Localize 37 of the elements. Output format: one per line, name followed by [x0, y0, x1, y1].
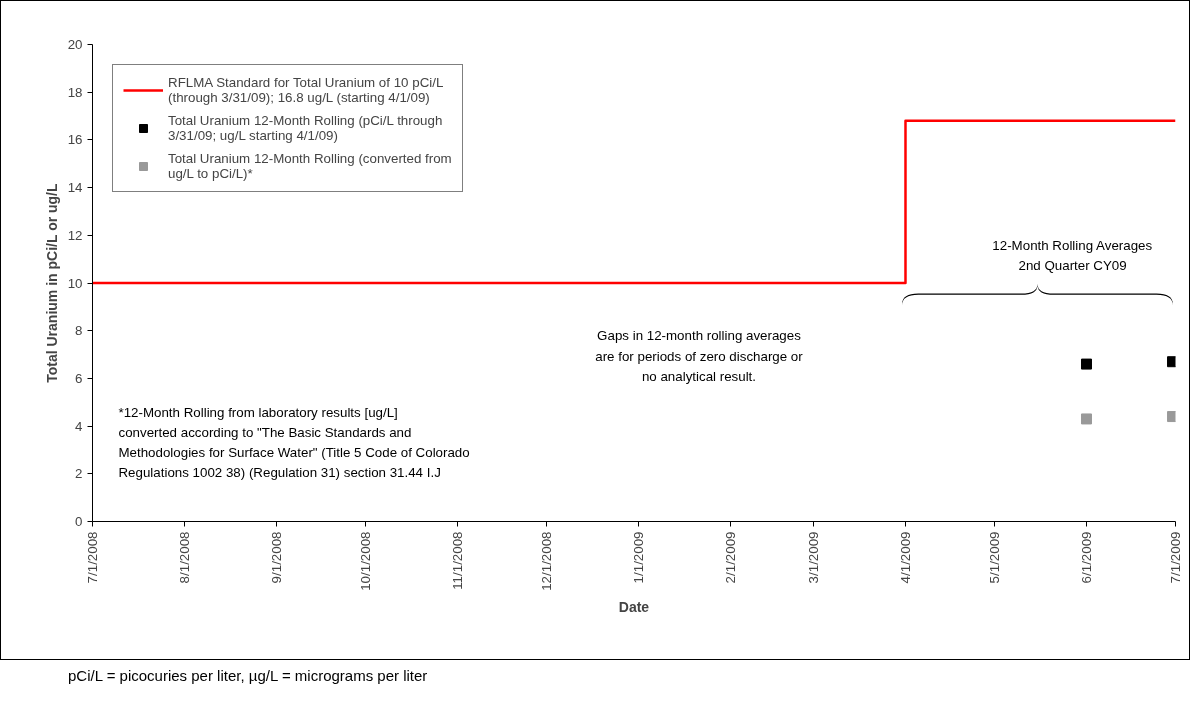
x-tick-label: 12/1/2008: [538, 531, 554, 591]
y-tick-label: 2: [75, 466, 83, 482]
point: [1080, 413, 1092, 425]
x-tick-label: 4/1/2009: [897, 531, 913, 584]
y-tick-label: 6: [75, 370, 83, 386]
y-tick-label: 4: [75, 418, 84, 434]
x-tick-label: 6/1/2009: [1078, 531, 1094, 584]
legend-label: Total Uranium 12-Month Rolling (converted from ug/L to pCi/L)*: [168, 151, 452, 181]
x-tick-label: 8/1/2008: [176, 531, 192, 584]
x-tick-label: 9/1/2008: [268, 531, 284, 584]
x-tick-label: 11/1/2008: [449, 531, 465, 590]
y-tick-label: 10: [67, 275, 83, 291]
x-axis-title: Date: [618, 598, 650, 615]
x-tick-label: 1/1/2009: [630, 531, 646, 584]
legend-label: Total Uranium 12-Month Rolling (pCi/L through 3/31/09; ug/L starting 4/1/09): [168, 113, 443, 143]
y-tick-label: 12: [67, 227, 83, 243]
annotation: *12-Month Rolling from laboratory results [ug/L] converted according to "The Basic Standards and Methodologies for Surface Water" (Title 5 Code of Colorado Regulations 1002 38) (Regulation 31) section 31.44 I.J: [118, 404, 470, 481]
x-tick-label: 7/1/2009: [1168, 531, 1183, 584]
annotation: Gaps in 12-month rolling averages are for periods of zero discharge or no analytical result.: [595, 328, 804, 384]
y-tick-label: 20: [67, 37, 83, 52]
x-tick-label: 10/1/2008: [357, 531, 373, 591]
text: pCi/L = picocuries per liter, µg/L = micrograms per liter: [68, 666, 428, 686]
y-axis-title: Total Uranium in pCi/L or ug/L: [43, 183, 60, 383]
x-tick-label: 7/1/2008: [85, 531, 100, 584]
annotation: 12-Month Rolling Averages 2nd Quarter CY09: [992, 237, 1153, 273]
x-tick-label: 3/1/2009: [806, 531, 822, 584]
y-tick-label: 14: [67, 180, 84, 196]
x-tick-label: 5/1/2009: [987, 531, 1003, 584]
legend-label: RFLMA Standard for Total Uranium of 10 pCi/L (through 3/31/09); 16.8 ug/L (starting 4/1/09): [168, 75, 444, 105]
y-tick-label: 18: [67, 84, 83, 100]
point: [1167, 411, 1176, 423]
y-tick-label: 0: [75, 514, 83, 529]
y-tick-label: 16: [67, 132, 83, 148]
y-tick-label: 8: [75, 323, 83, 339]
point: [1167, 356, 1176, 368]
x-tick-label: 2/1/2009: [722, 531, 738, 584]
point: [1080, 358, 1092, 370]
